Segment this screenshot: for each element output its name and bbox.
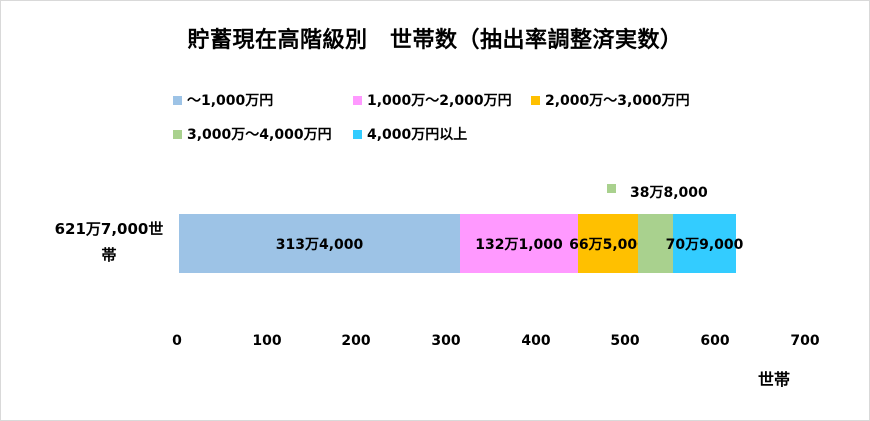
legend-label: ～1,000万円: [187, 93, 274, 109]
category-label: 621万7,000世帯: [54, 220, 164, 264]
bar-segment-10m-20m[interactable]: 132万1,000: [460, 214, 578, 273]
legend-item-20m-30m: 2,000万～3,000万円: [531, 90, 690, 110]
legend-label: 3,000万～4,000万円: [187, 127, 332, 143]
legend-swatch-icon: [353, 95, 362, 105]
bar-segment-over-40m[interactable]: 70万9,000: [666, 214, 743, 273]
x-tick: 400: [521, 333, 551, 349]
segment-label: 70万9,000: [665, 236, 744, 253]
x-tick: 500: [610, 333, 640, 349]
legend-swatch-icon: [531, 95, 540, 105]
legend-item-under-10m: ～1,000万円: [173, 90, 273, 110]
chart-title: 貯蓄現在高階級別 世帯数（抽出率調整済実数）: [187, 28, 683, 53]
segment-label: 313万4,000: [275, 236, 364, 253]
legend-label: 2,000万～3,000万円: [545, 93, 690, 109]
x-tick: 0: [172, 333, 182, 349]
x-tick: 100: [252, 333, 282, 349]
legend-item-over-40m: 4,000万円以上: [353, 124, 467, 144]
x-tick: 600: [700, 333, 730, 349]
legend-item-30m-40m: 3,000万～4,000万円: [173, 124, 332, 144]
x-tick: 200: [341, 333, 371, 349]
x-axis-unit-label: 世帯: [758, 370, 791, 389]
x-tick: 300: [431, 333, 461, 349]
x-tick: 700: [790, 333, 820, 349]
bar-segment-30m-40m[interactable]: [638, 214, 673, 273]
callout-label: 38万8,000: [630, 185, 708, 201]
legend-swatch-icon: [173, 129, 182, 139]
legend-item-10m-20m: 1,000万～2,000万円: [353, 90, 512, 110]
segment-label: 66万5,000: [569, 236, 647, 253]
legend-label: 4,000万円以上: [367, 127, 468, 143]
stacked-bar: 313万4,000 132万1,000 66万5,000 70万9,000: [179, 214, 743, 273]
bar-segment-under-10m[interactable]: 313万4,000: [179, 214, 460, 273]
legend-swatch-icon: [353, 129, 362, 139]
segment-label: 132万1,000: [475, 236, 563, 253]
legend-swatch-icon: [173, 95, 182, 105]
segment-callout-30m-40m: 38万8,000: [607, 182, 708, 202]
bar-segment-20m-30m[interactable]: 66万5,000: [569, 214, 647, 273]
callout-swatch-icon: [607, 183, 616, 193]
legend-label: 1,000万～2,000万円: [367, 93, 512, 109]
